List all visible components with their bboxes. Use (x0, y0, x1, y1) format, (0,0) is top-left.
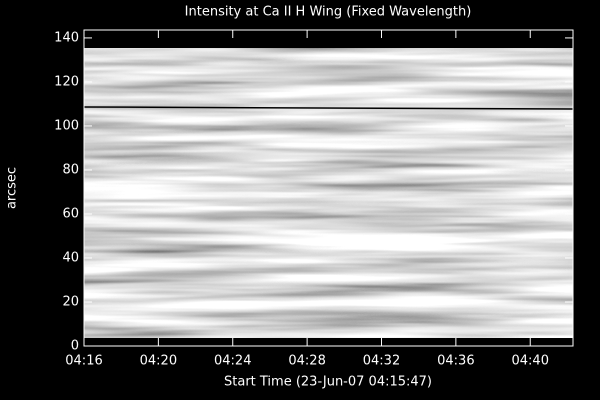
intensity-image (84, 48, 573, 338)
y-tick-label: 60 (62, 206, 79, 221)
y-tick-label: 140 (54, 30, 79, 45)
y-tick-label: 120 (54, 74, 79, 89)
x-tick-label: 04:20 (140, 354, 177, 369)
y-tick-label: 100 (54, 118, 79, 133)
y-axis-label: arcsec (5, 167, 20, 209)
x-tick-label: 04:16 (65, 354, 102, 369)
x-tick-label: 04:24 (214, 354, 251, 369)
plot-frame (83, 29, 574, 347)
chart-title: Intensity at Ca II H Wing (Fixed Wavelen… (185, 5, 472, 20)
dark-line (83, 106, 574, 110)
x-tick-label: 04:32 (363, 354, 400, 369)
y-tick-label: 40 (62, 250, 79, 265)
x-tick-label: 04:28 (288, 354, 325, 369)
y-tick-label: 0 (71, 339, 79, 354)
y-tick-label: 20 (62, 294, 79, 309)
x-axis-label: Start Time (23-Jun-07 04:15:47) (224, 375, 432, 390)
x-tick-label: 04:36 (437, 354, 474, 369)
x-tick-label: 04:40 (512, 354, 549, 369)
y-tick-label: 80 (62, 162, 79, 177)
